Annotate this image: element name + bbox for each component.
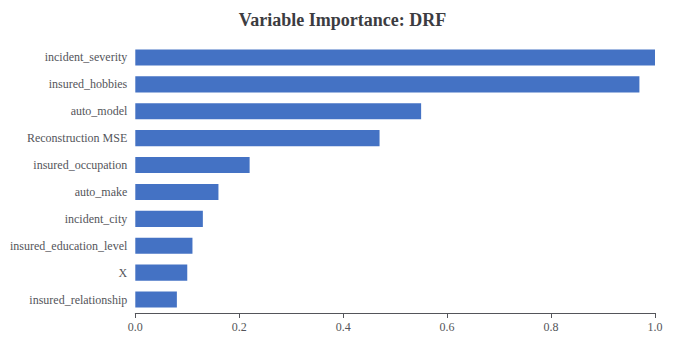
svg-text:0.0: 0.0 bbox=[128, 320, 143, 334]
svg-text:Variable Importance: DRF: Variable Importance: DRF bbox=[239, 10, 446, 30]
svg-text:incident_city: incident_city bbox=[65, 212, 128, 226]
svg-text:0.8: 0.8 bbox=[544, 320, 559, 334]
svg-text:Reconstruction MSE: Reconstruction MSE bbox=[27, 131, 127, 145]
svg-text:0.4: 0.4 bbox=[336, 320, 351, 334]
svg-text:X: X bbox=[119, 266, 128, 280]
svg-text:1.0: 1.0 bbox=[648, 320, 663, 334]
svg-text:incident_severity: incident_severity bbox=[45, 50, 128, 64]
svg-text:auto_make: auto_make bbox=[75, 185, 128, 199]
svg-text:0.6: 0.6 bbox=[440, 320, 455, 334]
svg-text:insured_occupation: insured_occupation bbox=[33, 158, 127, 172]
svg-text:0.2: 0.2 bbox=[232, 320, 247, 334]
svg-text:auto_model: auto_model bbox=[71, 104, 128, 118]
svg-text:insured_education_level: insured_education_level bbox=[10, 239, 128, 253]
svg-text:insured_hobbies: insured_hobbies bbox=[49, 77, 128, 91]
svg-text:insured_relationship: insured_relationship bbox=[29, 293, 127, 307]
